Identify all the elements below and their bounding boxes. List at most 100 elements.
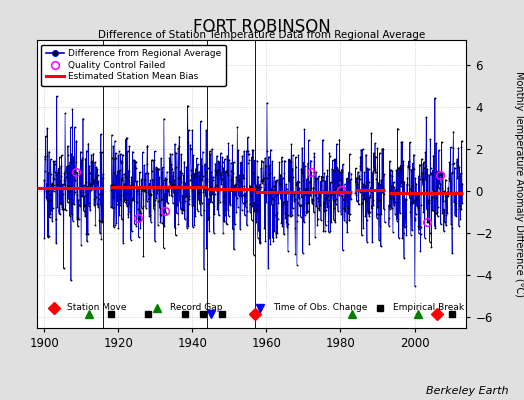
Point — [256, 186, 265, 192]
Point — [338, 193, 346, 200]
Point — [79, 115, 87, 122]
Point — [420, 159, 428, 165]
Point — [341, 185, 350, 192]
Point — [234, 186, 243, 192]
Point — [122, 202, 130, 208]
Point — [58, 152, 66, 158]
Point — [340, 206, 348, 212]
Point — [307, 184, 315, 191]
Point — [313, 222, 321, 228]
Point — [199, 189, 208, 196]
Point — [202, 193, 210, 200]
Point — [268, 196, 277, 202]
Point — [228, 142, 236, 148]
Point — [141, 176, 149, 183]
Point — [365, 212, 373, 219]
Point — [215, 167, 223, 173]
Point — [443, 210, 451, 216]
Point — [82, 178, 90, 185]
Point — [241, 190, 249, 197]
Point — [325, 150, 333, 156]
Point — [298, 168, 306, 174]
Point — [411, 175, 420, 181]
Point — [248, 147, 257, 153]
Point — [293, 217, 301, 224]
Point — [71, 188, 79, 195]
Point — [147, 157, 156, 163]
Point — [128, 196, 137, 203]
Point — [219, 165, 227, 171]
Point — [335, 181, 343, 188]
Point — [318, 174, 326, 180]
Point — [68, 172, 77, 178]
Point — [181, 180, 190, 187]
Point — [231, 221, 239, 228]
Point — [167, 185, 176, 192]
Point — [138, 186, 146, 193]
Point — [41, 133, 50, 139]
Y-axis label: Monthly Temperature Anomaly Difference (°C): Monthly Temperature Anomaly Difference (… — [514, 71, 523, 297]
Point — [438, 139, 446, 145]
Point — [241, 193, 249, 200]
Point — [170, 225, 179, 231]
Point — [153, 190, 161, 196]
Point — [394, 216, 402, 222]
Point — [255, 240, 264, 246]
Point — [185, 193, 194, 199]
Point — [140, 185, 149, 191]
Point — [319, 137, 327, 143]
Point — [414, 223, 422, 229]
Point — [163, 186, 172, 192]
Point — [188, 195, 196, 202]
Point — [398, 138, 406, 145]
Point — [395, 169, 403, 175]
Point — [198, 177, 206, 183]
Point — [329, 157, 337, 163]
Point — [386, 158, 394, 164]
Point — [213, 166, 222, 173]
Point — [392, 167, 400, 173]
Point — [300, 219, 308, 225]
Point — [385, 202, 393, 208]
Point — [274, 200, 282, 206]
Point — [48, 218, 56, 224]
Point — [359, 196, 367, 202]
Point — [192, 155, 201, 162]
Point — [253, 202, 261, 208]
Point — [311, 192, 319, 199]
Point — [113, 201, 121, 207]
Point — [151, 166, 160, 172]
Point — [167, 182, 175, 188]
Point — [85, 170, 94, 176]
Point — [67, 277, 75, 284]
Point — [147, 218, 155, 225]
Point — [122, 197, 130, 204]
Point — [98, 218, 106, 224]
Point — [124, 214, 133, 221]
Point — [431, 225, 440, 231]
Point — [354, 197, 363, 204]
Point — [255, 189, 264, 195]
Point — [191, 183, 199, 190]
Point — [64, 151, 72, 158]
Point — [203, 165, 212, 172]
Point — [267, 187, 275, 194]
Point — [192, 183, 200, 189]
Point — [175, 133, 183, 140]
Point — [194, 190, 202, 196]
Point — [266, 162, 274, 168]
Point — [216, 170, 225, 177]
Point — [123, 178, 132, 184]
Point — [156, 219, 165, 226]
Point — [357, 167, 365, 174]
Point — [194, 197, 203, 204]
Point — [267, 186, 276, 192]
Point — [285, 156, 293, 162]
Point — [107, 187, 116, 194]
Point — [330, 156, 339, 162]
Point — [343, 178, 352, 184]
Point — [40, 167, 49, 174]
Point — [374, 180, 383, 186]
Point — [249, 170, 258, 176]
Point — [455, 223, 463, 229]
